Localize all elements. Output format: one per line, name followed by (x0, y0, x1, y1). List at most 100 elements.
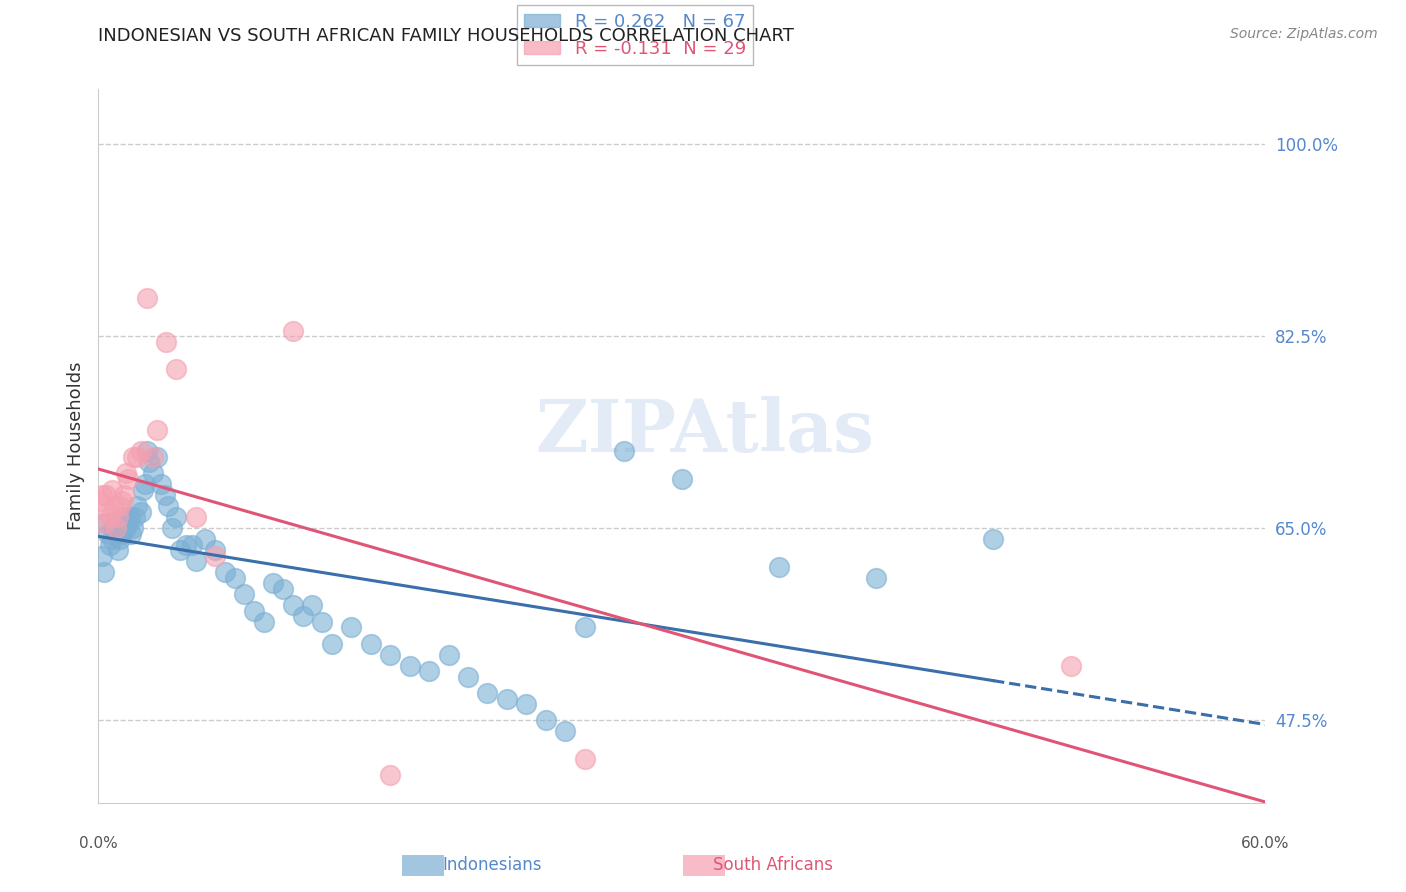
Point (107, 510, 129, 524)
Point (418, 664, 440, 678)
Text: ZIPAtlas: ZIPAtlas (536, 396, 875, 467)
Point (671, 472, 693, 486)
Point (153, 488, 176, 502)
Point (194, 533, 217, 547)
Point (114, 521, 136, 535)
Point (136, 291, 159, 305)
Point (360, 637, 382, 651)
Point (146, 423, 169, 437)
Point (89, 494, 111, 508)
Point (613, 444, 636, 458)
Point (98, 538, 121, 552)
Point (477, 686, 499, 700)
Point (149, 477, 172, 491)
Text: 60.0%: 60.0% (1241, 836, 1289, 851)
Point (98, 510, 121, 524)
Point (1060, 658, 1083, 673)
Point (129, 444, 152, 458)
Point (243, 604, 266, 618)
Point (122, 521, 145, 535)
Point (117, 516, 139, 530)
Point (204, 543, 226, 558)
Point (233, 587, 256, 601)
Point (554, 724, 576, 739)
Point (142, 467, 165, 481)
Point (93, 566, 115, 580)
Point (96, 516, 118, 530)
Point (108, 500, 131, 514)
Point (169, 543, 191, 558)
Point (138, 455, 160, 469)
Point (253, 615, 276, 629)
Point (104, 516, 127, 530)
Point (112, 510, 135, 524)
Point (108, 533, 131, 547)
Point (204, 549, 226, 563)
Point (132, 483, 155, 497)
Point (865, 571, 887, 585)
Text: INDONESIAN VS SOUTH AFRICAN FAMILY HOUSEHOLDS CORRELATION CHART: INDONESIAN VS SOUTH AFRICAN FAMILY HOUSE… (98, 27, 794, 45)
Bar (402, 855, 444, 876)
Point (301, 598, 323, 612)
Point (981, 533, 1004, 547)
Text: Source: ZipAtlas.com: Source: ZipAtlas.com (1230, 27, 1378, 41)
Point (398, 658, 420, 673)
Point (378, 648, 402, 662)
Point (91, 488, 114, 502)
Point (378, 768, 402, 782)
Point (114, 467, 136, 481)
Point (117, 472, 139, 486)
Point (146, 450, 169, 464)
Point (574, 752, 596, 766)
Point (97, 526, 120, 541)
Point (97, 505, 120, 519)
Point (534, 714, 557, 728)
Point (340, 620, 363, 634)
Point (127, 450, 149, 464)
Point (162, 521, 184, 535)
Point (321, 637, 343, 651)
Point (104, 521, 127, 535)
Point (184, 510, 207, 524)
Point (91, 549, 114, 563)
Legend: R = 0.262   N = 67, R = -0.131  N = 29: R = 0.262 N = 67, R = -0.131 N = 29 (517, 5, 754, 65)
Point (457, 669, 479, 683)
Point (112, 488, 135, 502)
Text: 0.0%: 0.0% (79, 836, 118, 851)
Point (180, 538, 202, 552)
Point (291, 609, 314, 624)
Point (165, 510, 187, 524)
Point (574, 620, 596, 634)
Point (768, 559, 790, 574)
Y-axis label: Family Households: Family Households (66, 362, 84, 530)
Point (224, 571, 246, 585)
Point (111, 526, 134, 541)
Point (122, 450, 145, 464)
Point (103, 500, 125, 514)
Point (134, 477, 156, 491)
Point (281, 324, 304, 338)
Point (118, 510, 141, 524)
Point (101, 533, 124, 547)
Point (262, 576, 284, 591)
Point (437, 648, 460, 662)
Point (101, 483, 124, 497)
Point (103, 521, 125, 535)
Point (124, 510, 146, 524)
Point (515, 697, 537, 711)
Text: Indonesians: Indonesians (443, 856, 541, 874)
Point (142, 450, 165, 464)
Point (96, 488, 118, 502)
Point (129, 505, 152, 519)
Point (127, 500, 149, 514)
Point (155, 334, 177, 349)
Point (271, 582, 294, 596)
Point (157, 500, 180, 514)
Point (281, 598, 304, 612)
Point (174, 538, 197, 552)
Point (93, 516, 115, 530)
Point (107, 543, 129, 558)
Bar (683, 855, 725, 876)
Point (495, 691, 517, 706)
Point (214, 566, 236, 580)
